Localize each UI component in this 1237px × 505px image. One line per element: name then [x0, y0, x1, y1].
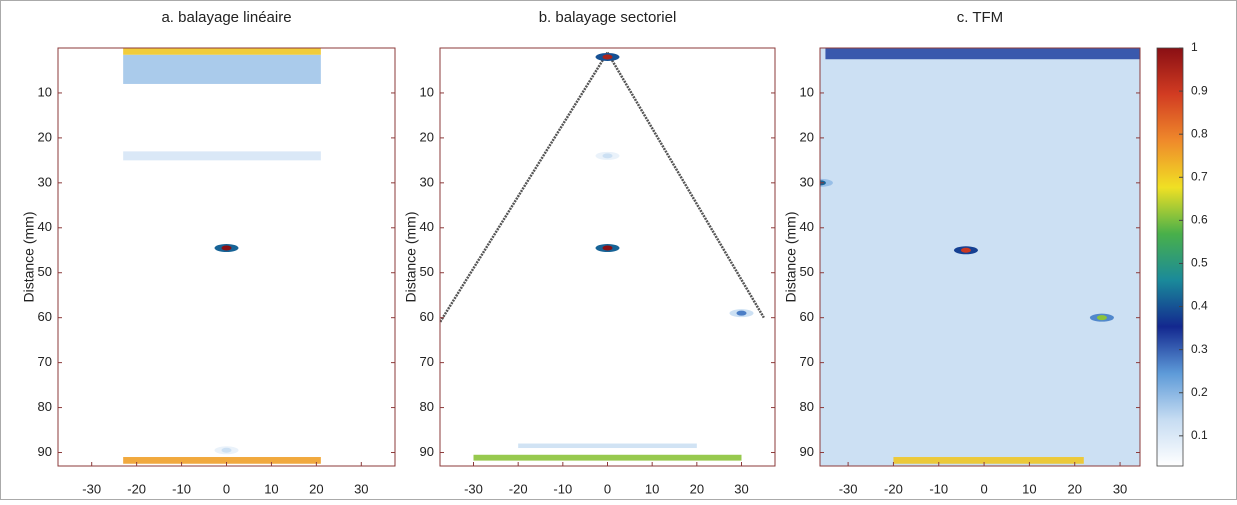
x-tick-label: 20 — [309, 481, 323, 496]
x-tick-label: 30 — [734, 481, 748, 496]
x-tick-label: 0 — [980, 481, 987, 496]
colorbar-tick-label: 0.3 — [1191, 342, 1208, 356]
y-tick-label: 40 — [38, 219, 52, 234]
spot — [221, 245, 232, 251]
strip — [123, 48, 321, 55]
colorbar-tick-label: 0.9 — [1191, 83, 1208, 97]
strip — [123, 151, 321, 161]
y-tick-label: 10 — [38, 84, 52, 99]
y-axis-label: Distance (mm) — [403, 211, 419, 302]
x-tick-label: 30 — [354, 481, 368, 496]
colorbar-tick-label: 0.2 — [1191, 385, 1208, 399]
x-tick-label: 10 — [645, 481, 659, 496]
y-tick-label: 80 — [800, 399, 814, 414]
y-axis-label: Distance (mm) — [21, 211, 37, 302]
spot — [221, 447, 232, 453]
y-tick-label: 50 — [38, 264, 52, 279]
axes-box — [819, 47, 1141, 467]
colorbar — [1156, 47, 1184, 467]
plot-area — [440, 48, 775, 466]
chart-title: c. TFM — [957, 9, 1003, 26]
x-tick-label: -10 — [553, 481, 572, 496]
x-tick-label: 10 — [1022, 481, 1036, 496]
y-tick-label: 90 — [800, 444, 814, 459]
chart-title: b. balayage sectoriel — [539, 9, 677, 26]
y-tick-label: 70 — [800, 354, 814, 369]
x-tick-label: -10 — [172, 481, 191, 496]
x-tick-label: -20 — [127, 481, 146, 496]
x-tick-label: -20 — [884, 481, 903, 496]
x-tick-label: 10 — [264, 481, 278, 496]
y-tick-label: 60 — [38, 309, 52, 324]
y-tick-label: 30 — [420, 174, 434, 189]
y-tick-label: 70 — [38, 354, 52, 369]
spot — [1096, 315, 1107, 321]
strip — [123, 457, 321, 464]
y-tick-label: 80 — [38, 399, 52, 414]
y-tick-label: 20 — [420, 129, 434, 144]
x-tick-label: 0 — [223, 481, 230, 496]
y-tick-label: 60 — [800, 309, 814, 324]
strip — [825, 48, 1140, 60]
background — [58, 48, 395, 466]
colorbar-tick-label: 0.5 — [1191, 256, 1208, 270]
x-tick-label: 0 — [604, 481, 611, 496]
colorbar-tick-label: 0.6 — [1191, 213, 1208, 227]
y-tick-label: 10 — [420, 84, 434, 99]
y-tick-label: 20 — [38, 129, 52, 144]
background — [820, 48, 1140, 466]
y-tick-label: 50 — [420, 264, 434, 279]
spot — [736, 310, 747, 316]
edge-line — [440, 51, 609, 323]
strip — [123, 54, 321, 84]
y-tick-label: 40 — [800, 219, 814, 234]
colorbar-tick-label: 0.7 — [1191, 169, 1208, 183]
plot-area — [58, 48, 395, 466]
colorbar-tick-label: 0.8 — [1191, 126, 1208, 140]
x-tick-label: -30 — [839, 481, 858, 496]
colorbar-tick-label: 0.1 — [1191, 428, 1208, 442]
background — [440, 48, 775, 466]
spot — [960, 247, 971, 253]
x-tick-label: 30 — [1113, 481, 1127, 496]
x-tick-label: -20 — [509, 481, 528, 496]
y-tick-label: 10 — [800, 84, 814, 99]
strip — [473, 454, 742, 461]
chart-title: a. balayage linéaire — [161, 9, 291, 26]
y-tick-label: 30 — [38, 174, 52, 189]
strip — [518, 443, 697, 449]
y-tick-label: 50 — [800, 264, 814, 279]
y-axis-label: Distance (mm) — [783, 211, 799, 302]
y-tick-label: 40 — [420, 219, 434, 234]
colorbar-tick-label: 1 — [1191, 40, 1198, 54]
x-tick-label: -10 — [929, 481, 948, 496]
strip — [893, 457, 1084, 464]
y-tick-label: 70 — [420, 354, 434, 369]
y-tick-label: 80 — [420, 399, 434, 414]
plot-area — [820, 48, 1140, 466]
y-tick-label: 60 — [420, 309, 434, 324]
spot — [602, 245, 613, 251]
spot — [602, 153, 613, 159]
x-tick-label: -30 — [82, 481, 101, 496]
y-tick-label: 20 — [800, 129, 814, 144]
y-tick-label: 90 — [38, 444, 52, 459]
x-tick-label: 20 — [1067, 481, 1081, 496]
y-tick-label: 30 — [800, 174, 814, 189]
spot — [602, 54, 613, 60]
x-tick-label: 20 — [690, 481, 704, 496]
edge-line — [606, 51, 765, 319]
y-tick-label: 90 — [420, 444, 434, 459]
colorbar-tick-label: 0.4 — [1191, 299, 1208, 313]
x-tick-label: -30 — [464, 481, 483, 496]
